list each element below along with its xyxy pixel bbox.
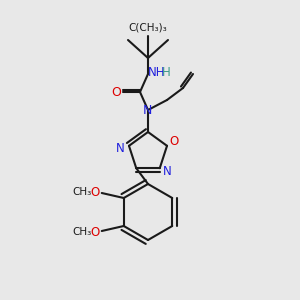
Text: O: O (90, 226, 99, 238)
Text: CH₃: CH₃ (72, 187, 92, 197)
Text: H: H (162, 67, 170, 80)
Text: N: N (116, 142, 124, 155)
Text: C(CH₃)₃: C(CH₃)₃ (129, 23, 167, 33)
Text: NH: NH (148, 67, 166, 80)
Text: N: N (162, 165, 171, 178)
Text: O: O (90, 185, 99, 199)
Text: CH₃: CH₃ (72, 227, 92, 237)
Text: N: N (142, 104, 152, 118)
Text: O: O (169, 135, 178, 148)
Text: O: O (111, 85, 121, 98)
